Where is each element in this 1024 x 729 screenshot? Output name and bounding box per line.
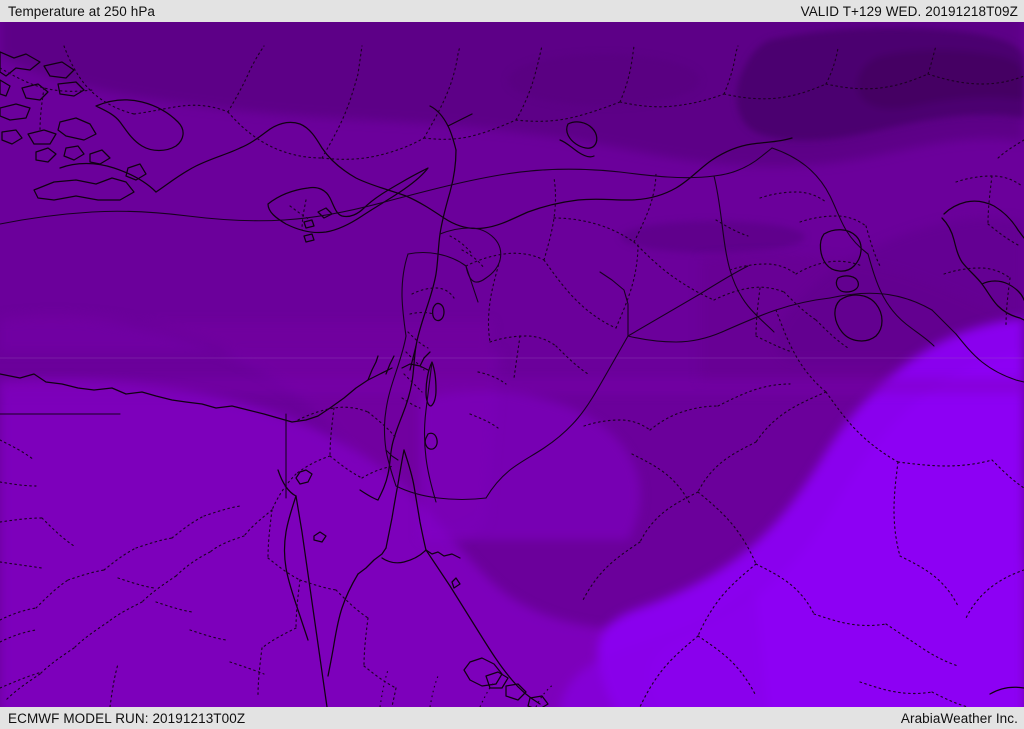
header-bar: Temperature at 250 hPa VALID T+129 WED. … bbox=[0, 0, 1024, 22]
page-title: Temperature at 250 hPa bbox=[8, 3, 156, 19]
admin-boundaries-layer bbox=[0, 45, 1024, 707]
coastline-layer bbox=[0, 51, 1024, 707]
temperature-transition-mid bbox=[0, 378, 1024, 540]
model-run-label: ECMWF MODEL RUN: 20191213T00Z bbox=[8, 710, 246, 726]
map-svg bbox=[0, 22, 1024, 707]
temperature-band-warmest-se bbox=[560, 318, 1024, 707]
map-canvas[interactable] bbox=[0, 22, 1024, 707]
admin-boundaries-south bbox=[379, 669, 555, 707]
footer-bar: ECMWF MODEL RUN: 20191213T00Z ArabiaWeat… bbox=[0, 707, 1024, 729]
valid-time-label: VALID T+129 WED. 20191218T09Z bbox=[800, 3, 1018, 19]
provider-label: ArabiaWeather Inc. bbox=[900, 710, 1018, 726]
